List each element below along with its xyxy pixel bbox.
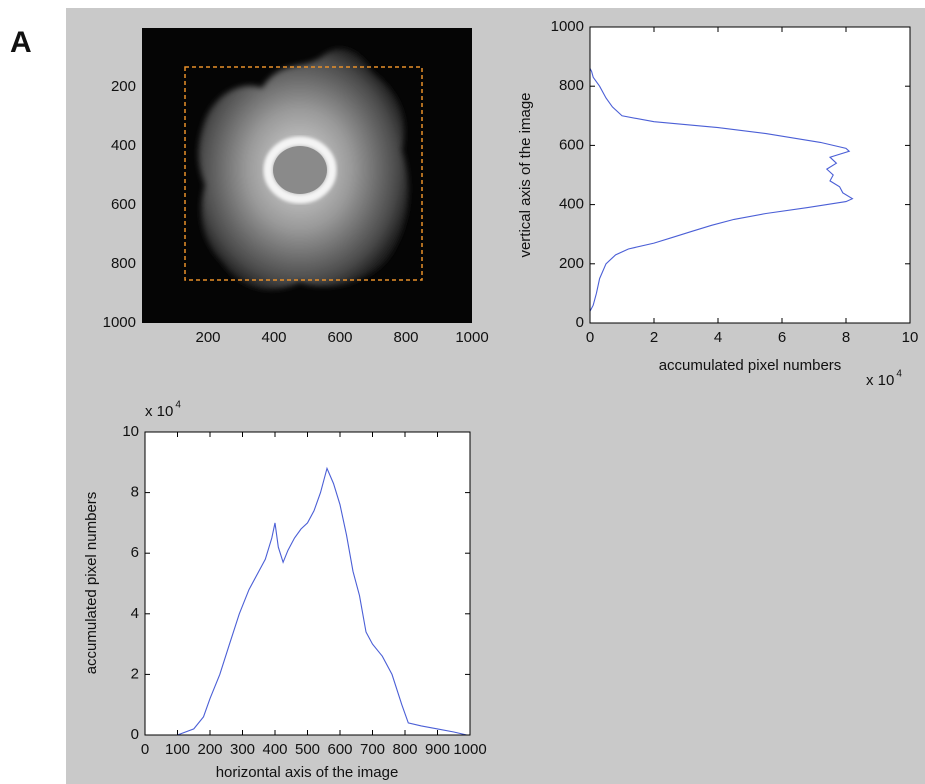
x-tick-label: 600 [327,329,352,346]
x-tick-label: 100 [165,741,190,758]
y-axis-label: vertical axis of the image [517,92,534,257]
y-tick-label: 0 [576,314,584,331]
x-tick-label: 4 [714,329,722,346]
x-tick-label: 800 [393,329,418,346]
y-tick-label: 600 [559,136,584,153]
axes-frame [144,431,471,736]
micrograph [142,28,472,323]
x-axis-label: horizontal axis of the image [216,764,399,781]
y-tick-label: 200 [559,255,584,272]
x-tick-label: 200 [197,741,222,758]
axis-multiplier: x 10 [866,372,894,389]
x-tick-label: 1000 [453,741,486,758]
y-tick-label: 6 [131,544,139,561]
y-tick-label: 8 [131,484,139,501]
x-axis-label: accumulated pixel numbers [659,357,842,374]
profile-line [589,68,854,312]
x-tick-label: 1000 [455,329,488,346]
x-tick-label: 700 [360,741,385,758]
axis-multiplier-exponent: 4 [175,400,181,411]
x-tick-label: 10 [902,329,919,346]
y-tick-label: 400 [559,196,584,213]
y-tick-label: 600 [111,196,136,213]
x-tick-label: 300 [230,741,255,758]
x-tick-label: 8 [842,329,850,346]
y-tick-label: 800 [111,255,136,272]
x-tick-label: 6 [778,329,786,346]
x-tick-label: 400 [262,741,287,758]
y-axis-label: accumulated pixel numbers [83,492,100,675]
plot-area [145,432,470,735]
y-tick-label: 200 [111,78,136,95]
y-tick-label: 10 [122,423,139,440]
axis-multiplier: x 10 [145,403,173,420]
x-tick-label: 0 [141,741,149,758]
y-tick-label: 4 [131,605,139,622]
x-tick-label: 900 [425,741,450,758]
y-tick-label: 1000 [551,18,584,35]
x-tick-label: 200 [195,329,220,346]
y-tick-label: 800 [559,77,584,94]
panel-label: A [10,26,32,59]
x-tick-label: 400 [261,329,286,346]
y-tick-label: 2 [131,665,139,682]
profile-line [145,466,467,736]
x-tick-label: 2 [650,329,658,346]
y-tick-label: 0 [131,726,139,743]
axis-multiplier-exponent: 4 [896,369,902,380]
y-tick-label: 1000 [103,314,136,331]
x-tick-label: 0 [586,329,594,346]
x-tick-label: 600 [327,741,352,758]
x-tick-label: 500 [295,741,320,758]
y-tick-label: 400 [111,137,136,154]
axes-frame [589,26,911,324]
x-tick-label: 800 [392,741,417,758]
plot-area [590,27,910,323]
